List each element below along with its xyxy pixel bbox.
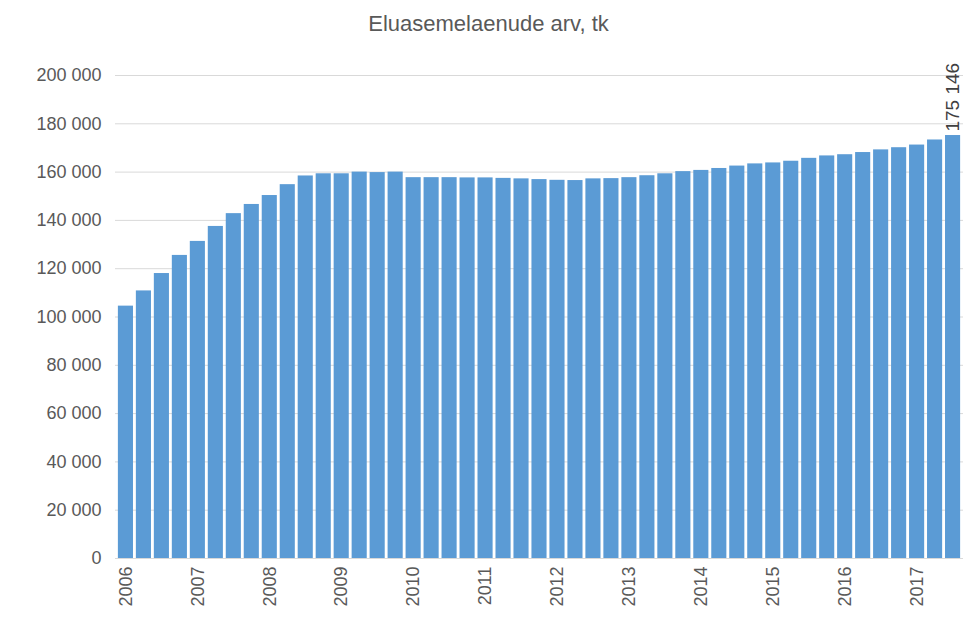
svg-text:2008: 2008 — [260, 567, 280, 607]
svg-text:0: 0 — [91, 548, 101, 568]
svg-text:2012: 2012 — [547, 567, 567, 607]
svg-text:160 000: 160 000 — [36, 162, 101, 182]
svg-text:120 000: 120 000 — [36, 258, 101, 278]
svg-text:2011: 2011 — [475, 567, 495, 606]
svg-text:175 146: 175 146 — [942, 63, 963, 132]
svg-text:2007: 2007 — [188, 567, 208, 607]
svg-text:2015: 2015 — [763, 567, 783, 607]
svg-text:2013: 2013 — [619, 567, 639, 607]
svg-text:2006: 2006 — [116, 567, 136, 607]
svg-text:140 000: 140 000 — [36, 210, 101, 230]
svg-text:2017: 2017 — [907, 567, 927, 607]
svg-text:100 000: 100 000 — [36, 307, 101, 327]
svg-text:2014: 2014 — [691, 567, 711, 607]
svg-text:2009: 2009 — [331, 567, 351, 607]
svg-text:40 000: 40 000 — [46, 452, 101, 472]
svg-text:2010: 2010 — [403, 567, 423, 607]
html-text:Eluasemelaenude arv, tk: Eluasemelaenude arv, tk — [368, 11, 609, 36]
svg-text:80 000: 80 000 — [46, 355, 101, 375]
svg-text:180 000: 180 000 — [36, 114, 101, 134]
svg-text:2016: 2016 — [835, 567, 855, 607]
svg-text:20 000: 20 000 — [46, 500, 101, 520]
svg-text:60 000: 60 000 — [46, 403, 101, 423]
svg-text:200 000: 200 000 — [36, 65, 101, 85]
